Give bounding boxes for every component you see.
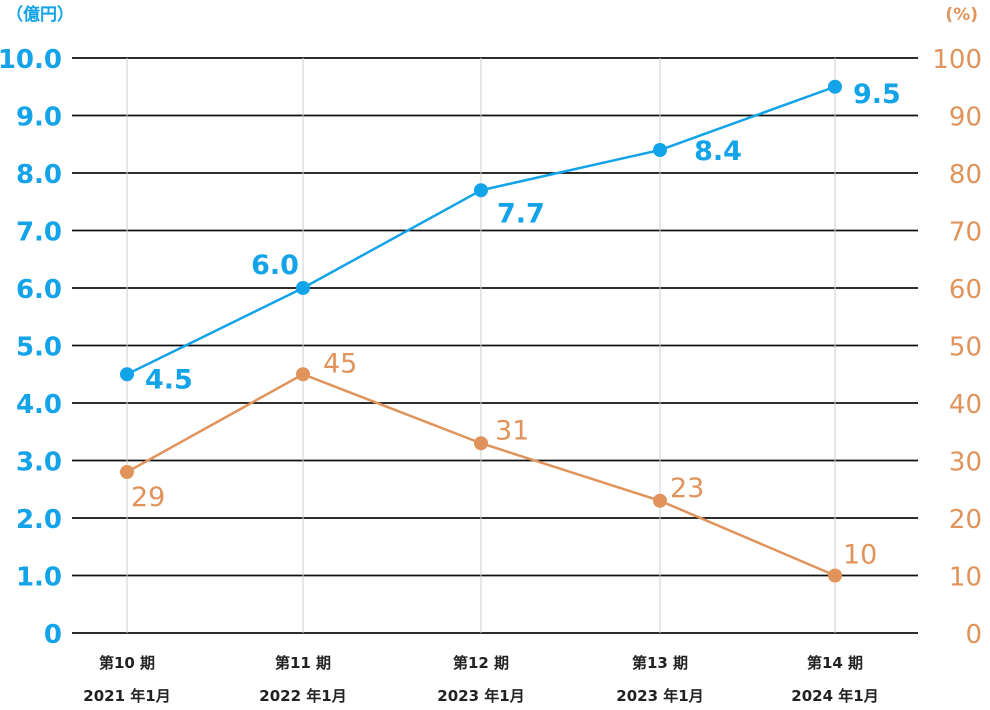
- left-axis-tick-label: 3.0: [16, 448, 62, 478]
- data-label: 31: [495, 415, 529, 446]
- data-point: [474, 183, 488, 198]
- left-axis-tick-label: 0: [44, 620, 62, 650]
- x-axis-category-label: 第12 期: [453, 654, 509, 672]
- data-point: [120, 367, 134, 382]
- x-axis-category-label: 2023 年1月: [437, 687, 524, 705]
- left-axis-tick-label: 10.0: [0, 45, 62, 75]
- data-label: 6.0: [251, 250, 299, 281]
- data-point: [653, 493, 667, 508]
- right-axis-tick-label: 90: [949, 103, 982, 133]
- left-axis-tick-label: 7.0: [16, 218, 62, 248]
- left-axis-tick-label: 5.0: [16, 333, 62, 363]
- right-axis-tick-label: 40: [949, 390, 982, 420]
- data-label: 7.7: [497, 198, 545, 229]
- right-axis: (%) 0 10 20 30 40 50 60 70 80 90 100: [932, 5, 982, 650]
- x-axis-category-label: 2024 年1月: [791, 687, 878, 705]
- left-axis-tick-label: 2.0: [16, 505, 62, 535]
- x-axis-category-label: 2022 年1月: [259, 687, 346, 705]
- data-label: 9.5: [853, 79, 901, 110]
- right-axis-tick-label: 20: [949, 505, 982, 535]
- left-axis-unit-label: （億円）: [6, 4, 74, 25]
- right-axis-tick-label: 70: [949, 218, 982, 248]
- x-axis-category-label: 第11 期: [275, 654, 331, 672]
- data-point: [474, 436, 488, 451]
- x-axis-category-label: 第10 期: [99, 654, 155, 672]
- left-axis-tick-label: 4.0: [16, 390, 62, 420]
- right-axis-tick-label: 80: [949, 160, 982, 190]
- left-axis-tick-label: 8.0: [16, 160, 62, 190]
- data-point: [120, 465, 134, 479]
- data-label: 10: [843, 540, 877, 571]
- right-axis-unit-label: (%): [945, 5, 978, 25]
- data-point: [296, 281, 310, 295]
- right-axis-tick-label: 100: [932, 45, 982, 75]
- series-layer: 4.5 6.0 7.7 8.4 9.5 29 45 31 23 10: [120, 79, 901, 583]
- x-axis-category-label: 第13 期: [632, 654, 688, 672]
- right-axis-tick-label: 60: [949, 275, 982, 305]
- data-point: [296, 367, 310, 382]
- x-axis-category-label: 2021 年1月: [83, 687, 170, 705]
- left-axis-tick-label: 6.0: [16, 275, 62, 305]
- data-label: 45: [323, 348, 357, 379]
- data-label: 4.5: [145, 364, 193, 395]
- x-axis-category-label: 第14 期: [807, 654, 863, 672]
- right-axis-tick-label: 30: [949, 448, 982, 478]
- data-point: [653, 143, 667, 157]
- grid-layer: [72, 57, 918, 634]
- data-label: 23: [670, 473, 704, 504]
- left-axis-tick-label: 1.0: [16, 563, 62, 593]
- left-axis: （億円） 0 1.0 2.0 3.0 4.0 5.0 6.0 7.0 8.0 9.0 10.0: [0, 4, 74, 650]
- x-axis-category-label: 2023 年1月: [616, 687, 703, 705]
- data-point: [828, 79, 842, 94]
- data-label: 8.4: [694, 136, 742, 167]
- left-axis-tick-label: 9.0: [16, 103, 62, 133]
- right-axis-tick-label: 10: [949, 563, 982, 593]
- right-axis-tick-label: 0: [965, 620, 982, 650]
- right-axis-tick-label: 50: [949, 333, 982, 363]
- data-point: [828, 568, 842, 583]
- data-label: 29: [131, 482, 165, 513]
